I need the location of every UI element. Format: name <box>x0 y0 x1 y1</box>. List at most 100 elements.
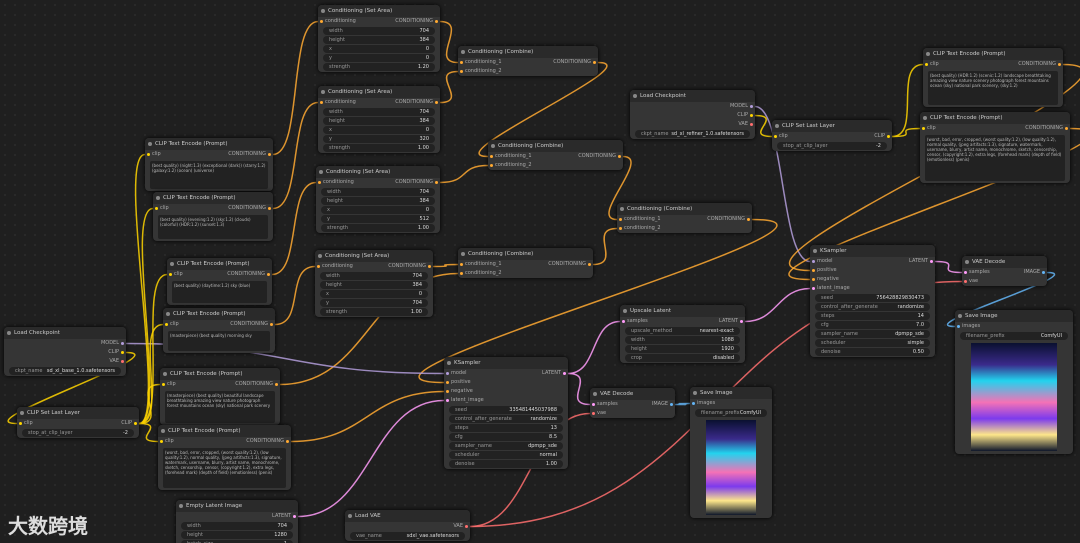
widget[interactable]: y 512 <box>321 215 435 223</box>
widget[interactable]: height 384 <box>323 36 435 44</box>
node[interactable]: Load Checkpoint MODEL CLIP VAE ckpt_name sd_x… <box>4 327 126 376</box>
node[interactable]: Load Checkpoint MODEL CLIP VAE ckpt_name sd_x… <box>630 90 755 139</box>
output-port[interactable] <box>268 153 271 156</box>
input-port[interactable] <box>147 153 150 156</box>
widget[interactable]: steps 14 <box>815 312 930 320</box>
input-port[interactable] <box>160 440 163 443</box>
prompt-text[interactable]: (worst, bad, error, cropped, (worst qual… <box>163 448 286 488</box>
output-port[interactable] <box>293 515 296 518</box>
input-port[interactable] <box>490 164 493 167</box>
output-port[interactable] <box>593 61 596 64</box>
input-port[interactable] <box>320 101 323 104</box>
output-port[interactable] <box>121 342 124 345</box>
input-port[interactable] <box>619 227 622 230</box>
widget[interactable]: seed 756428829830473 <box>815 294 930 302</box>
output-port[interactable] <box>134 422 137 425</box>
node[interactable]: Conditioning (Combine) conditioning_1 COND… <box>458 248 593 278</box>
widget[interactable]: strength 1.20 <box>323 63 435 71</box>
input-port[interactable] <box>460 263 463 266</box>
widget[interactable]: height 384 <box>321 197 435 205</box>
widget[interactable]: width 1088 <box>625 336 740 344</box>
widget[interactable]: denoise 1.00 <box>449 460 563 468</box>
output-port[interactable] <box>428 265 431 268</box>
widget[interactable]: crop disabled <box>625 354 740 362</box>
input-port[interactable] <box>692 402 695 405</box>
node[interactable]: Save Image images filename_prefix ComfyUI <box>955 310 1073 454</box>
widget[interactable]: control_after_generate randomize <box>815 303 930 311</box>
output-port[interactable] <box>670 403 673 406</box>
widget[interactable]: strength 1.00 <box>323 144 435 152</box>
node[interactable]: Conditioning (Set Area) conditioning CONDI… <box>318 86 440 153</box>
input-port[interactable] <box>619 218 622 221</box>
widget[interactable]: y 320 <box>323 135 435 143</box>
node[interactable]: Conditioning (Combine) conditioning_1 COND… <box>617 203 752 233</box>
widget[interactable]: seed 335481445037988 <box>449 406 563 414</box>
input-port[interactable] <box>622 320 625 323</box>
node[interactable]: CLIP Text Encode (Prompt) clip CONDITIONIN… <box>920 112 1070 183</box>
input-port[interactable] <box>446 381 449 384</box>
node[interactable]: KSampler model LATENT positive negative laten… <box>444 357 568 469</box>
node[interactable]: CLIP Text Encode (Prompt) clip CONDITIONIN… <box>167 258 272 305</box>
output-port[interactable] <box>588 263 591 266</box>
widget[interactable]: scheduler normal <box>449 451 563 459</box>
output-port[interactable] <box>618 155 621 158</box>
input-port[interactable] <box>925 63 928 66</box>
node[interactable]: Empty Latent Image LATENT width 704 height 12… <box>176 500 298 543</box>
widget[interactable]: height 384 <box>320 281 428 289</box>
input-port[interactable] <box>446 372 449 375</box>
output-port[interactable] <box>465 525 468 528</box>
input-port[interactable] <box>922 127 925 130</box>
input-port[interactable] <box>460 272 463 275</box>
output-port[interactable] <box>268 207 271 210</box>
widget[interactable]: cfg 8.5 <box>449 433 563 441</box>
widget[interactable]: strength 1.00 <box>321 224 435 232</box>
output-port[interactable] <box>563 372 566 375</box>
node[interactable]: Load VAE VAE vae_name sdxl_vae.safetensors <box>345 510 470 541</box>
output-port[interactable] <box>121 360 124 363</box>
widget[interactable]: batch_size 1 <box>181 540 293 543</box>
widget[interactable]: sampler_name dpmpp_sde <box>815 330 930 338</box>
output-port[interactable] <box>275 383 278 386</box>
node[interactable]: Conditioning (Combine) conditioning_1 COND… <box>458 46 598 76</box>
widget[interactable]: vae_name sdxl_vae.safetensors <box>350 532 465 540</box>
input-port[interactable] <box>460 61 463 64</box>
widget[interactable]: upscale_method nearest-exact <box>625 327 740 335</box>
output-port[interactable] <box>1065 127 1068 130</box>
output-port[interactable] <box>1042 271 1045 274</box>
widget[interactable]: y 704 <box>320 299 428 307</box>
input-port[interactable] <box>812 287 815 290</box>
node[interactable]: KSampler model LATENT positive negative laten… <box>810 245 935 357</box>
node[interactable]: Conditioning (Set Area) conditioning CONDI… <box>316 166 440 233</box>
widget[interactable]: denoise 0.50 <box>815 348 930 356</box>
node[interactable]: Conditioning (Combine) conditioning_1 COND… <box>488 140 623 170</box>
widget[interactable]: steps 13 <box>449 424 563 432</box>
input-port[interactable] <box>957 325 960 328</box>
widget[interactable]: height 1920 <box>625 345 740 353</box>
output-port[interactable] <box>121 351 124 354</box>
widget[interactable]: scheduler simple <box>815 339 930 347</box>
widget[interactable]: stop_at_clip_layer -2 <box>777 142 887 150</box>
node[interactable]: Conditioning (Set Area) conditioning CONDI… <box>318 5 440 72</box>
input-port[interactable] <box>162 383 165 386</box>
widget[interactable]: width 704 <box>321 188 435 196</box>
widget[interactable]: height 1280 <box>181 531 293 539</box>
input-port[interactable] <box>490 155 493 158</box>
input-port[interactable] <box>317 265 320 268</box>
node[interactable]: CLIP Text Encode (Prompt) clip CONDITIONIN… <box>158 425 291 490</box>
node[interactable]: Save Image images filename_prefix ComfyUI <box>690 387 772 518</box>
output-port[interactable] <box>747 218 750 221</box>
prompt-text[interactable]: (best quality) (evening:1.2) (sky:1.2) (… <box>158 215 268 239</box>
widget[interactable]: width 704 <box>320 272 428 280</box>
output-port[interactable] <box>435 101 438 104</box>
output-port[interactable] <box>740 320 743 323</box>
node[interactable]: Upscale Latent samples LATENT upscale_metho… <box>620 305 745 363</box>
prompt-text[interactable]: (best quality) (daytime:1.2) sky (blue) <box>172 281 267 303</box>
output-port[interactable] <box>930 260 933 263</box>
node[interactable]: Conditioning (Set Area) conditioning CONDI… <box>315 250 433 317</box>
input-port[interactable] <box>592 412 595 415</box>
input-port[interactable] <box>446 390 449 393</box>
widget[interactable]: height 384 <box>323 117 435 125</box>
node[interactable]: VAE Decode samples IMAGE vae <box>590 388 675 418</box>
